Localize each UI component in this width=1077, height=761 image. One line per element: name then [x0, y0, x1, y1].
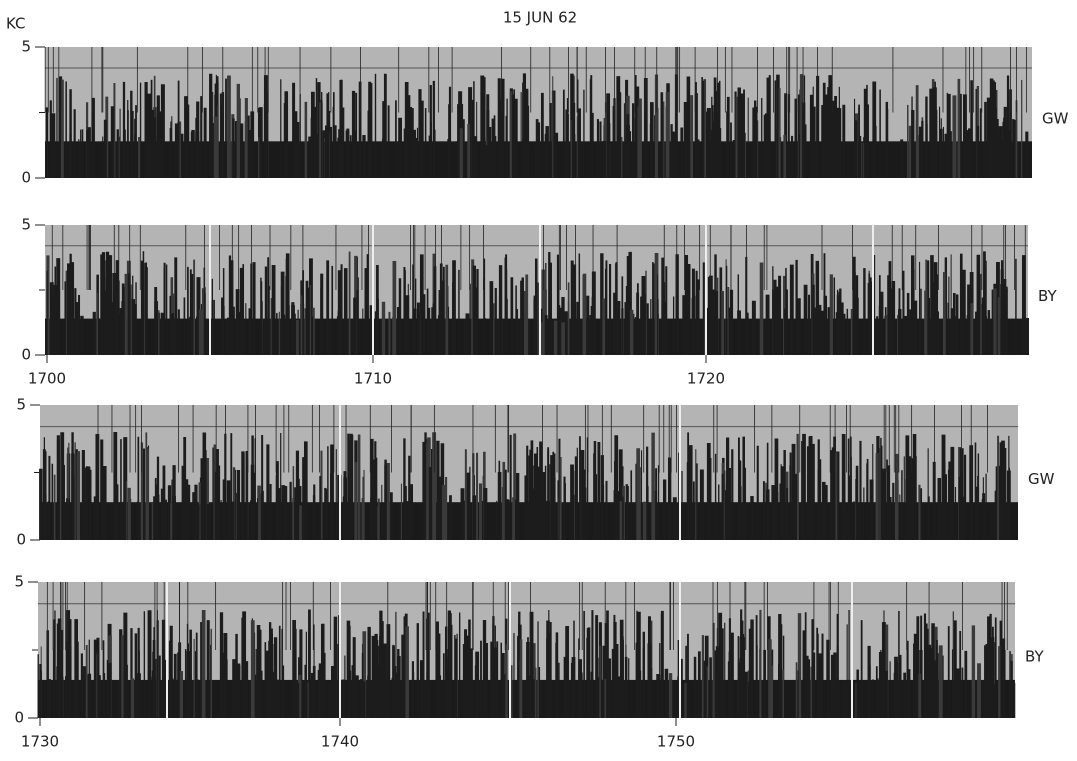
y-tick-label: 0	[16, 531, 26, 549]
y-tick-label: 5	[14, 573, 24, 591]
x-tick-label: 1720	[687, 370, 725, 388]
spectrogram-panel	[40, 405, 1018, 540]
y-tick-label: 0	[14, 709, 24, 727]
station-label: GW	[1042, 110, 1069, 128]
station-label: BY	[1025, 647, 1044, 665]
y-tick-label: 5	[21, 38, 31, 56]
spectrogram-panel	[45, 47, 1032, 178]
y-tick-label: 0	[21, 169, 31, 187]
x-tick-label: 1700	[28, 370, 66, 388]
unit-label: KC	[6, 15, 26, 33]
spectrogram-panel	[45, 225, 1028, 355]
spectrogram-panel	[38, 582, 1015, 718]
x-tick-label: 1730	[21, 733, 59, 751]
figure: 15 JUN 62 KC 5 0 GW 5 0 BY 1700 1710 1720 5 0 GW 5 0 B…	[0, 0, 1077, 761]
station-label: BY	[1038, 287, 1057, 305]
y-tick-label: 5	[16, 396, 26, 414]
y-tick-label: 5	[21, 216, 31, 234]
y-tick-label: 0	[21, 346, 31, 364]
x-tick-label: 1740	[321, 733, 359, 751]
figure-title: 15 JUN 62	[503, 9, 577, 27]
station-label: GW	[1028, 470, 1055, 488]
x-tick-label: 1750	[657, 733, 695, 751]
x-tick-label: 1710	[354, 370, 392, 388]
